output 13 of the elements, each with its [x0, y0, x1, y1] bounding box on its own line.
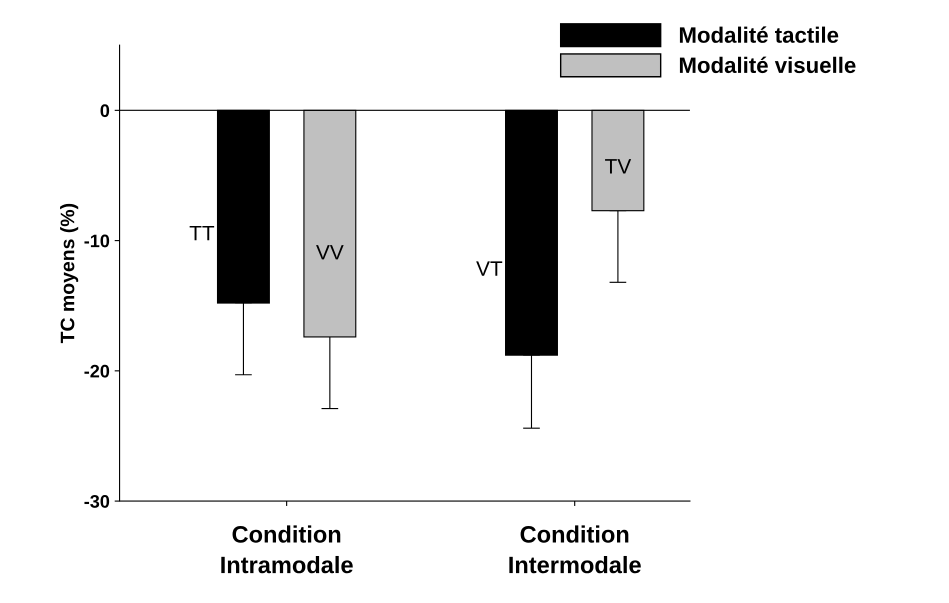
x-tick-label: Condition Intermodale: [509, 525, 641, 574]
legend-label: Modalité visuelle: [680, 56, 856, 74]
annotation: VV: [316, 245, 344, 260]
legend-label: Modalité tactile: [680, 26, 838, 43]
y-axis-title: TC moyens (%): [60, 204, 78, 344]
y-tick-label: -20: [84, 364, 110, 378]
y-tick-label: -30: [84, 495, 110, 508]
annotation: TV: [605, 159, 632, 174]
annotation: TT: [190, 226, 214, 240]
y-tick-label: 0: [100, 104, 110, 118]
annotation: VT: [476, 261, 502, 276]
y-tick-label: -10: [84, 234, 110, 248]
x-tick-label: Condition Intramodale: [221, 525, 353, 574]
